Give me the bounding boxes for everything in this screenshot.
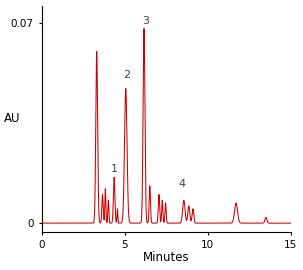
Text: 1: 1	[111, 164, 118, 174]
X-axis label: Minutes: Minutes	[143, 251, 190, 264]
Text: 3: 3	[142, 16, 149, 26]
Text: 4: 4	[178, 179, 186, 189]
Y-axis label: AU: AU	[4, 112, 20, 125]
Text: 2: 2	[123, 70, 130, 80]
